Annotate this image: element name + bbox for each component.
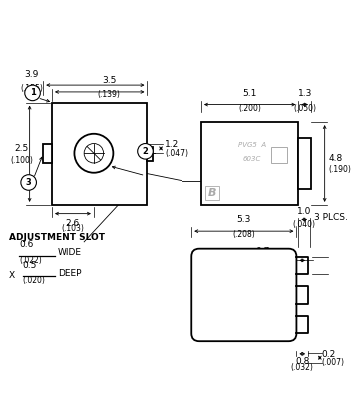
Text: (.032): (.032): [291, 363, 314, 372]
Text: (.190): (.190): [329, 165, 351, 174]
Bar: [205, 186, 219, 200]
Text: 5.1: 5.1: [242, 89, 257, 98]
Text: (.020): (.020): [23, 276, 46, 285]
Text: WIDE: WIDE: [58, 248, 82, 257]
Circle shape: [21, 175, 36, 190]
Circle shape: [84, 144, 104, 163]
Text: 0.6: 0.6: [19, 240, 33, 249]
Text: 2.6: 2.6: [66, 218, 80, 228]
Text: 5.3: 5.3: [237, 215, 251, 224]
Text: (.047): (.047): [165, 149, 188, 158]
Bar: [52, 103, 147, 205]
Text: 0.2: 0.2: [322, 350, 336, 359]
Text: (.155): (.155): [20, 84, 43, 93]
Text: 1.3: 1.3: [298, 89, 312, 98]
Text: (.007): (.007): [322, 358, 345, 367]
Text: 3.5: 3.5: [102, 76, 116, 85]
Text: DIA.: DIA.: [225, 173, 244, 182]
Text: (.208): (.208): [232, 230, 255, 239]
Text: 0.8: 0.8: [295, 357, 309, 366]
Text: 3: 3: [26, 178, 32, 187]
Text: 1: 1: [30, 88, 36, 97]
Text: 3 PLCS.: 3 PLCS.: [314, 213, 348, 222]
Text: 0.5: 0.5: [23, 261, 37, 270]
Bar: [43, 144, 52, 164]
Circle shape: [138, 144, 153, 159]
Text: PVG5  A: PVG5 A: [237, 142, 266, 148]
Text: (.139): (.139): [98, 90, 121, 99]
Text: 0.7: 0.7: [255, 246, 269, 256]
Bar: [201, 122, 298, 205]
Text: 603C: 603C: [242, 156, 261, 162]
Text: (.103): (.103): [62, 224, 84, 233]
Text: (.028): (.028): [251, 260, 274, 269]
Text: 1.5: 1.5: [203, 173, 217, 182]
Text: (.050): (.050): [293, 104, 316, 113]
FancyBboxPatch shape: [191, 249, 297, 341]
Text: X: X: [9, 272, 15, 280]
Text: (.022): (.022): [19, 256, 42, 264]
Bar: [147, 147, 153, 160]
Text: 4.8: 4.8: [329, 154, 343, 163]
Text: 2.5: 2.5: [15, 144, 29, 153]
Text: DEEP: DEEP: [58, 268, 82, 278]
Text: ADJUSTMENT SLOT: ADJUSTMENT SLOT: [9, 232, 105, 242]
Text: 3.9: 3.9: [25, 70, 39, 79]
Bar: [298, 138, 311, 189]
Text: 1.0: 1.0: [297, 206, 312, 216]
Text: 1.2: 1.2: [165, 140, 179, 149]
Text: (.200): (.200): [238, 104, 261, 113]
Text: (.100): (.100): [10, 156, 33, 165]
Text: (.040): (.040): [293, 220, 316, 230]
Text: (.060): (.060): [203, 181, 226, 190]
Bar: [271, 148, 287, 163]
Circle shape: [25, 85, 40, 101]
Circle shape: [74, 134, 113, 173]
Text: B: B: [208, 188, 216, 198]
Text: 2: 2: [142, 147, 148, 156]
